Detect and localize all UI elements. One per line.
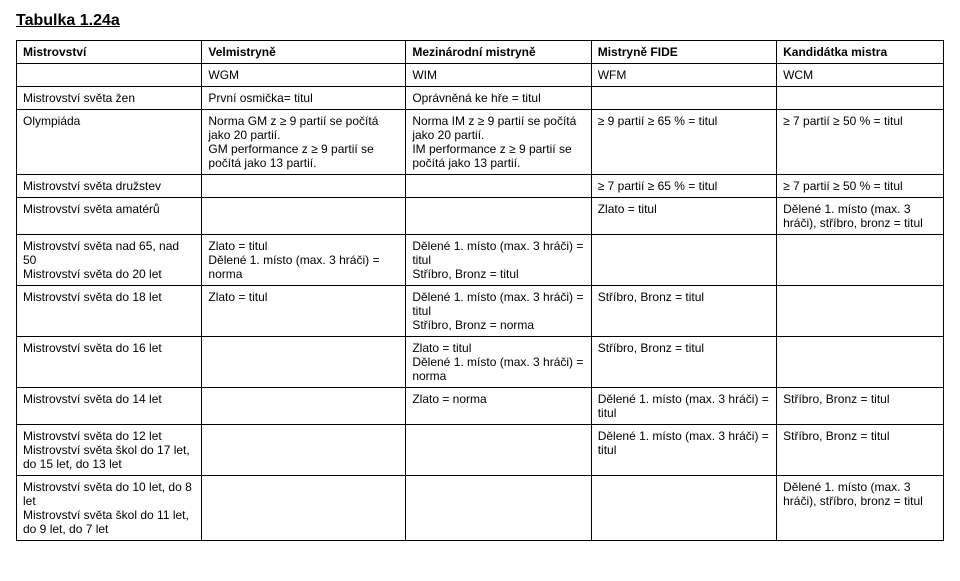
cell: Dělené 1. místo (max. 3 hráči), stříbro,… xyxy=(777,198,944,235)
h2-wim: WIM xyxy=(406,64,591,87)
h-fide: Mistryně FIDE xyxy=(591,41,776,64)
row-do16: Mistrovství světa do 16 let Zlato = titu… xyxy=(17,337,944,388)
row-nad65: Mistrovství světa nad 65, nad 50Mistrovs… xyxy=(17,235,944,286)
h2-blank xyxy=(17,64,202,87)
cell: Stříbro, Bronz = titul xyxy=(777,425,944,476)
cell xyxy=(406,198,591,235)
cell xyxy=(202,388,406,425)
cell: Dělené 1. místo (max. 3 hráči) = titul xyxy=(591,425,776,476)
cell: Zlato = titulDělené 1. místo (max. 3 hrá… xyxy=(406,337,591,388)
row-do18: Mistrovství světa do 18 let Zlato = titu… xyxy=(17,286,944,337)
h2-wgm: WGM xyxy=(202,64,406,87)
row-amateru: Mistrovství světa amatérů Zlato = titul … xyxy=(17,198,944,235)
row-do14: Mistrovství světa do 14 let Zlato = norm… xyxy=(17,388,944,425)
row-do12-skol17: Mistrovství světa do 12 letMistrovství s… xyxy=(17,425,944,476)
h-kandidatka: Kandidátka mistra xyxy=(777,41,944,64)
h-mezinar: Mezinárodní mistryně xyxy=(406,41,591,64)
table-caption: Tabulka 1.24a xyxy=(16,12,944,30)
cell: Stříbro, Bronz = titul xyxy=(591,337,776,388)
cell: Mistrovství světa do 16 let xyxy=(17,337,202,388)
cell: Mistrovství světa do 18 let xyxy=(17,286,202,337)
cell: Mistrovství světa do 14 let xyxy=(17,388,202,425)
cell xyxy=(777,286,944,337)
row-olympiada: Olympiáda Norma GM z ≥ 9 partií se počít… xyxy=(17,110,944,175)
cell xyxy=(406,175,591,198)
cell: Dělené 1. místo (max. 3 hráči) = titul xyxy=(591,388,776,425)
cell: Mistrovství světa žen xyxy=(17,87,202,110)
cell: ≥ 7 partií ≥ 50 % = titul xyxy=(777,110,944,175)
cell: Oprávněná ke hře = titul xyxy=(406,87,591,110)
cell xyxy=(777,337,944,388)
cell: Zlato = titul xyxy=(591,198,776,235)
cell xyxy=(777,235,944,286)
cell: První osmička= titul xyxy=(202,87,406,110)
cell: Mistrovství světa nad 65, nad 50Mistrovs… xyxy=(17,235,202,286)
titles-table: Mistrovství Velmistryně Mezinárodní mist… xyxy=(16,40,944,541)
cell xyxy=(777,87,944,110)
cell xyxy=(202,337,406,388)
h2-wfm: WFM xyxy=(591,64,776,87)
cell: ≥ 9 partií ≥ 65 % = titul xyxy=(591,110,776,175)
cell: Dělené 1. místo (max. 3 hráči) = titulSt… xyxy=(406,235,591,286)
cell: Norma IM z ≥ 9 partií se počítá jako 20 … xyxy=(406,110,591,175)
cell: Stříbro, Bronz = titul xyxy=(591,286,776,337)
h-mistrovstvi: Mistrovství xyxy=(17,41,202,64)
cell: Dělené 1. místo (max. 3 hráči) = titulSt… xyxy=(406,286,591,337)
cell: Mistrovství světa amatérů xyxy=(17,198,202,235)
cell xyxy=(202,425,406,476)
cell: Zlato = norma xyxy=(406,388,591,425)
cell xyxy=(406,476,591,541)
cell: Dělené 1. místo (max. 3 hráči), stříbro,… xyxy=(777,476,944,541)
cell: Mistrovství světa do 12 letMistrovství s… xyxy=(17,425,202,476)
header-row-1: Mistrovství Velmistryně Mezinárodní mist… xyxy=(17,41,944,64)
row-druzstev: Mistrovství světa družstev ≥ 7 partií ≥ … xyxy=(17,175,944,198)
row-sveta-zen: Mistrovství světa žen První osmička= tit… xyxy=(17,87,944,110)
cell: Norma GM z ≥ 9 partií se počítá jako 20 … xyxy=(202,110,406,175)
cell: Mistrovství světa družstev xyxy=(17,175,202,198)
cell xyxy=(406,425,591,476)
header-row-2: WGM WIM WFM WCM xyxy=(17,64,944,87)
cell: Olympiáda xyxy=(17,110,202,175)
cell: Stříbro, Bronz = titul xyxy=(777,388,944,425)
cell: Zlato = titulDělené 1. místo (max. 3 hrá… xyxy=(202,235,406,286)
cell xyxy=(202,476,406,541)
cell xyxy=(202,198,406,235)
cell xyxy=(591,87,776,110)
cell xyxy=(591,235,776,286)
cell: Mistrovství světa do 10 let, do 8 letMis… xyxy=(17,476,202,541)
cell: ≥ 7 partií ≥ 50 % = titul xyxy=(777,175,944,198)
h2-wcm: WCM xyxy=(777,64,944,87)
h-velmistryne: Velmistryně xyxy=(202,41,406,64)
row-do10-skol11: Mistrovství světa do 10 let, do 8 letMis… xyxy=(17,476,944,541)
cell xyxy=(202,175,406,198)
cell: ≥ 7 partií ≥ 65 % = titul xyxy=(591,175,776,198)
cell: Zlato = titul xyxy=(202,286,406,337)
cell xyxy=(591,476,776,541)
